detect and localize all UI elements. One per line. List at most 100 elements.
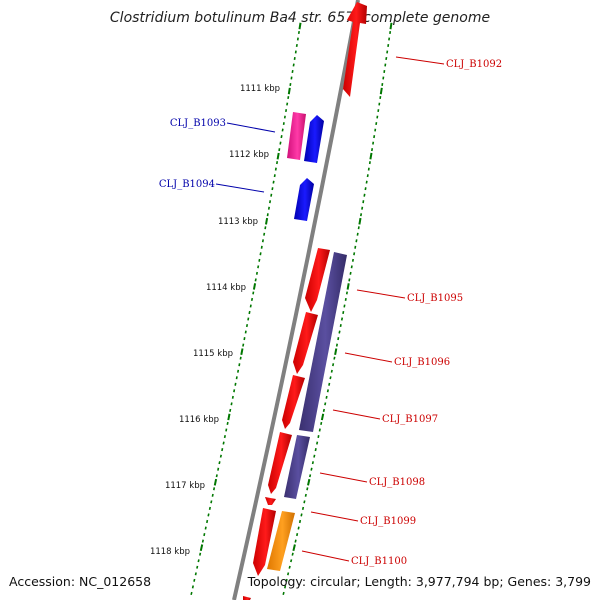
gene-label-b1094[interactable]: CLJ_B1094 [159, 179, 215, 190]
gene-label-b1096[interactable]: CLJ_B1096 [394, 357, 450, 368]
gene-label-b1098[interactable]: CLJ_B1098 [369, 477, 425, 488]
kbp-minor-tick [271, 187, 274, 191]
kbp-minor-tick [354, 245, 357, 249]
cds-feature-orange[interactable] [267, 511, 295, 571]
kbp-minor-tick [279, 141, 282, 145]
kbp-minor-tick [301, 506, 305, 510]
kbp-minor-tick [365, 180, 368, 184]
kbp-minor-tick [193, 578, 196, 582]
accession-text: Accession: NC_012658 [9, 574, 151, 589]
kbp-minor-tick [270, 193, 273, 197]
kbp-minor-tick [260, 245, 263, 249]
kbp-minor-tick [373, 135, 376, 139]
kbp-major-tick [307, 478, 311, 486]
cds-feature-b1096[interactable] [293, 312, 318, 374]
kbp-minor-tick [313, 454, 316, 458]
kbp-minor-tick [297, 30, 300, 35]
cds-feature-bottom[interactable] [243, 596, 251, 600]
topology-text: Topology: circular; Length: 3,977,794 bp… [247, 574, 591, 589]
kbp-minor-tick [364, 187, 367, 191]
kbp-major-tick [276, 152, 280, 160]
gene-label-b1092[interactable]: CLJ_B1092 [446, 59, 502, 70]
cds-feature-b1093[interactable] [304, 115, 324, 163]
kbp-minor-tick [326, 389, 329, 393]
kbp-minor-tick [250, 297, 254, 301]
kbp-minor-tick [244, 330, 247, 334]
kbp-minor-tick [259, 252, 262, 256]
kbp-minor-tick [298, 519, 302, 524]
kbp-minor-tick [337, 337, 340, 341]
kbp-minor-tick [272, 180, 275, 184]
cds-feature-b1098[interactable] [268, 432, 292, 494]
kbp-minor-tick [325, 395, 328, 399]
kbp-minor-tick [287, 96, 290, 100]
kbp-minor-tick [291, 552, 294, 556]
kbp-minor-tick [254, 278, 257, 282]
kbp-label-1116: 1116 kbp [179, 415, 219, 425]
kbp-minor-tick [263, 232, 266, 236]
kbp-minor-tick [353, 252, 356, 256]
gene-label-b1093[interactable]: CLJ_B1093 [170, 118, 226, 129]
kbp-label-1117: 1117 kbp [165, 481, 205, 491]
kbp-major-tick [240, 348, 244, 355]
cds-feature-b1097[interactable] [282, 375, 305, 429]
kbp-minor-tick [243, 337, 246, 341]
kbp-major-tick [346, 283, 350, 290]
cds-feature-b1092[interactable] [343, 2, 367, 97]
kbp-minor-tick [191, 585, 194, 589]
leader-b1099 [310, 511, 359, 522]
cds-feature-b1100[interactable] [253, 508, 276, 576]
kbp-minor-tick [309, 474, 312, 478]
kbp-minor-tick [296, 533, 299, 537]
kbp-minor-tick [229, 408, 232, 412]
kbp-minor-tick [306, 487, 309, 491]
kbp-minor-tick [324, 402, 327, 406]
kbp-minor-tick [211, 493, 214, 497]
kbp-minor-tick [318, 428, 321, 432]
kbp-minor-tick [342, 310, 345, 315]
kbp-major-tick [358, 217, 362, 225]
kbp-minor-tick [338, 330, 341, 334]
cds-feature-b1094[interactable] [294, 178, 314, 221]
map-title: Clostridium botulinum Ba4 str. 657, comp… [110, 10, 490, 26]
kbp-minor-tick [357, 226, 360, 230]
kbp-minor-tick [304, 493, 307, 497]
kbp-label-1111: 1111 kbp [240, 84, 280, 94]
kbp-minor-tick [329, 376, 332, 380]
cds-feature-b1093-magenta[interactable] [287, 112, 306, 160]
leader-b1100 [301, 550, 350, 562]
kbp-major-tick [199, 544, 204, 552]
kbp-minor-tick [230, 402, 233, 406]
kbp-minor-tick [247, 317, 250, 321]
kbp-minor-tick [208, 506, 211, 510]
kbp-minor-tick [219, 454, 222, 458]
kbp-minor-tick [197, 559, 200, 563]
kbp-minor-tick [333, 356, 336, 360]
cds-feature-purple-2[interactable] [284, 435, 310, 499]
kbp-minor-tick [371, 148, 374, 152]
leader-b1092 [395, 56, 445, 65]
kbp-minor-tick [297, 526, 300, 530]
cds-feature-b1099[interactable] [265, 497, 276, 505]
kbp-major-tick [213, 478, 218, 486]
gene-label-b1095[interactable]: CLJ_B1095 [407, 293, 463, 304]
outer-tick-ring [282, 22, 393, 596]
cds-feature-b1095[interactable] [305, 248, 330, 312]
kbp-major-tick [252, 283, 257, 290]
leader-b1096 [344, 352, 393, 363]
cds-feature-purple-1[interactable] [299, 252, 347, 432]
kbp-minor-tick [290, 559, 293, 563]
kbp-minor-tick [310, 467, 313, 471]
gene-label-b1100[interactable]: CLJ_B1100 [351, 556, 407, 567]
gene-label-b1099[interactable]: CLJ_B1099 [360, 516, 416, 527]
kbp-minor-tick [221, 448, 224, 452]
kbp-minor-tick [249, 304, 252, 308]
kbp-minor-tick [266, 213, 269, 217]
kbp-minor-tick [248, 310, 251, 315]
kbp-minor-tick [345, 291, 348, 295]
kbp-minor-tick [314, 448, 317, 452]
gene-label-b1097[interactable]: CLJ_B1097 [382, 414, 438, 425]
kbp-minor-tick [294, 539, 297, 543]
kbp-label-1115: 1115 kbp [193, 349, 233, 359]
kbp-minor-tick [225, 428, 228, 432]
